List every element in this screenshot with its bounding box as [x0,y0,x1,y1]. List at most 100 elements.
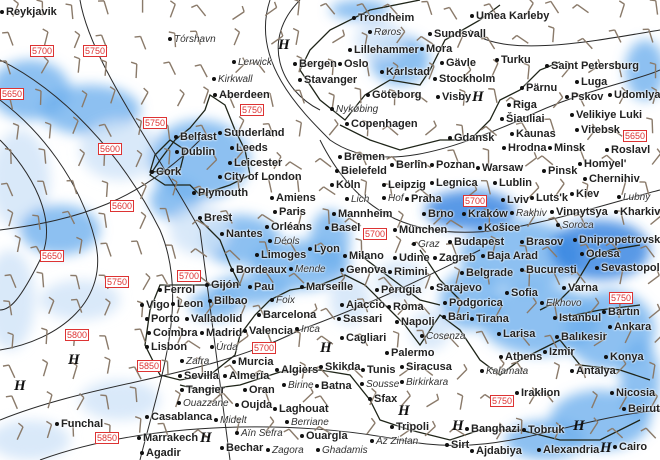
wind-barb [649,361,656,379]
city-label: Sfax [368,393,397,406]
height-label: 5600 [98,143,123,155]
wind-barb [608,29,622,43]
city-label: Sassari [337,313,382,326]
city-label: Stavanger [298,74,357,87]
high-pressure-marker: H [452,418,464,434]
city-label: Limoges [255,249,306,262]
height-label: 5700 [463,195,488,207]
wind-barb [553,361,561,380]
wind-barb [203,86,210,104]
height-label: 5850 [95,432,120,444]
city-label: Legnica [430,177,478,190]
wind-barb [7,331,14,349]
wind-barb [400,390,411,407]
city-label: Izmir [543,346,575,359]
wind-barb [100,394,110,410]
city-label: Saint Petersburg [545,60,639,73]
city-label: Sarajevo [430,282,482,295]
wind-barb [42,359,49,377]
city-label: Midelt [214,415,247,427]
city-label: Udomlya [608,89,660,102]
wind-barb [577,37,593,50]
wind-barb [62,210,76,225]
city-label: Sousse [360,379,399,391]
wind-barb [332,29,346,44]
wind-barb [37,180,48,196]
city-label: Marseille [300,281,353,294]
city-label: Pskov [565,91,603,104]
wind-barb [46,390,53,409]
city-label: Odesa [580,248,620,261]
wind-barb [536,155,554,166]
wind-barb [98,0,109,15]
city-label: Lillehammer [348,44,419,57]
city-label: Bordeaux [230,264,287,277]
wind-barb [16,422,24,440]
wind-barb [44,121,52,139]
city-label: Košice [478,222,520,235]
height-label: 5800 [65,329,90,341]
wind-barb [42,28,49,46]
city-label: Cairo [613,441,647,454]
city-label: Porto [145,313,180,326]
wind-barb [38,148,47,164]
height-label: 5750 [240,104,265,116]
city-label: Soroca [556,220,594,232]
wind-barb [139,211,147,230]
city-label: Orléans [265,221,312,234]
city-label: Sofia [505,287,538,300]
wind-barb [36,271,45,288]
wind-barb [70,274,81,290]
city-label: Brasov [520,236,563,249]
contour-line [0,59,174,460]
wind-barb [233,28,241,46]
wind-barb [163,147,171,165]
wind-barb [128,366,142,380]
city-label: Turku [495,54,531,67]
wind-barb [316,335,334,345]
city-label: Leon [171,298,203,311]
wind-barb [12,122,20,140]
wind-barb [232,5,245,21]
city-label: Berriane [285,417,329,429]
wind-barb [109,86,116,104]
city-label: Larisa [497,328,535,341]
wind-barb [190,248,208,258]
city-label: Copenhagen [345,118,418,131]
city-label: Baja Arad [481,250,538,263]
city-label: Minsk [548,142,585,155]
height-label: 5700 [177,270,202,282]
wind-barb [606,427,624,439]
wind-barb [475,330,489,345]
wind-barb [328,118,339,136]
wind-barb [131,240,143,255]
wind-barb [14,235,21,253]
city-label: Ghadamis [316,445,368,457]
wind-barb [129,386,138,403]
city-label: Banghazi [465,423,520,436]
wind-barb [572,3,589,14]
city-label: Roslavl [605,144,650,157]
city-label: Tobruk [522,424,564,437]
city-label: Aberdeen [213,89,270,102]
city-label: Reykjavik [0,6,57,19]
city-label: Brno [422,208,454,221]
city-label: Birkirkara [400,377,448,389]
wind-barb [4,274,17,288]
city-label: Velikiye Luki [570,109,642,122]
wind-barb [544,0,560,14]
wind-barb [646,117,654,134]
city-label: Gävle [440,57,476,70]
precip-area [20,205,100,255]
wind-barb [100,59,108,76]
wind-barb [488,88,498,103]
city-label: Beirut [622,403,660,416]
city-label: Sevilla [178,370,219,383]
wind-barb [98,212,108,228]
city-label: Agadir [140,447,181,460]
city-label: Aïn Sefra [235,428,283,440]
height-label: 5650 [0,88,25,100]
wind-barb [134,328,146,343]
wind-barb [76,236,83,254]
